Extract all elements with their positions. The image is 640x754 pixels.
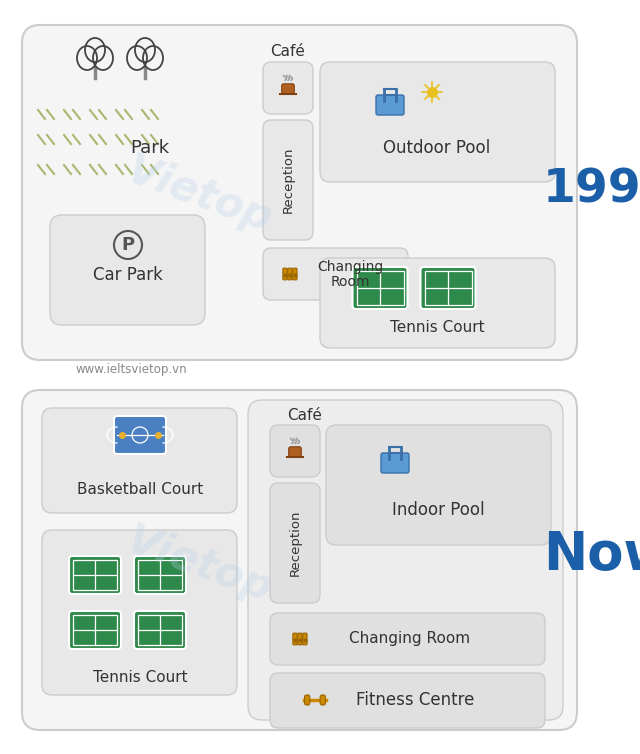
FancyBboxPatch shape	[134, 611, 186, 649]
Text: P: P	[122, 236, 134, 254]
Text: Café: Café	[271, 44, 305, 60]
FancyBboxPatch shape	[326, 425, 551, 545]
Bar	[356, 271, 403, 305]
Bar	[138, 560, 182, 590]
FancyBboxPatch shape	[298, 633, 302, 645]
Text: Car Park: Car Park	[93, 266, 163, 284]
FancyBboxPatch shape	[381, 453, 409, 473]
Bar	[73, 560, 117, 590]
FancyBboxPatch shape	[263, 248, 408, 300]
FancyBboxPatch shape	[289, 447, 301, 457]
FancyBboxPatch shape	[320, 258, 555, 348]
FancyBboxPatch shape	[305, 695, 310, 705]
FancyBboxPatch shape	[303, 633, 307, 645]
FancyBboxPatch shape	[69, 611, 121, 649]
FancyBboxPatch shape	[134, 556, 186, 594]
Bar	[138, 615, 182, 645]
FancyBboxPatch shape	[282, 84, 294, 93]
Text: Vietop: Vietop	[122, 520, 278, 611]
FancyBboxPatch shape	[270, 483, 320, 603]
Text: 1990: 1990	[542, 167, 640, 213]
Text: Fitness Centre: Fitness Centre	[356, 691, 474, 709]
FancyBboxPatch shape	[248, 400, 563, 720]
FancyBboxPatch shape	[270, 425, 320, 477]
FancyBboxPatch shape	[50, 215, 205, 325]
FancyBboxPatch shape	[270, 613, 545, 665]
Text: Café: Café	[287, 407, 323, 422]
Text: www.ieltsvietop.vn: www.ieltsvietop.vn	[75, 363, 187, 376]
FancyBboxPatch shape	[22, 25, 577, 360]
Text: Indoor Pool: Indoor Pool	[392, 501, 484, 519]
FancyBboxPatch shape	[263, 120, 313, 240]
FancyBboxPatch shape	[376, 95, 404, 115]
FancyBboxPatch shape	[292, 268, 297, 280]
FancyBboxPatch shape	[288, 268, 292, 280]
Text: Tennis Court: Tennis Court	[390, 320, 484, 336]
FancyBboxPatch shape	[42, 408, 237, 513]
Text: Changing Room: Changing Room	[349, 632, 470, 646]
FancyBboxPatch shape	[320, 695, 326, 705]
Text: Reception: Reception	[289, 510, 301, 576]
Text: Changing: Changing	[317, 260, 383, 274]
Text: Outdoor Pool: Outdoor Pool	[383, 139, 491, 157]
FancyBboxPatch shape	[420, 267, 476, 309]
Text: Basketball Court: Basketball Court	[77, 483, 203, 498]
Text: Room: Room	[330, 275, 370, 289]
Text: Vietop: Vietop	[122, 149, 278, 241]
Text: Now: Now	[543, 529, 640, 581]
Bar	[73, 615, 117, 645]
FancyBboxPatch shape	[263, 62, 313, 114]
FancyBboxPatch shape	[320, 62, 555, 182]
FancyBboxPatch shape	[283, 268, 287, 280]
FancyBboxPatch shape	[114, 416, 166, 454]
FancyBboxPatch shape	[353, 267, 408, 309]
FancyBboxPatch shape	[22, 390, 577, 730]
FancyBboxPatch shape	[293, 633, 297, 645]
Bar	[424, 271, 472, 305]
FancyBboxPatch shape	[270, 673, 545, 728]
FancyBboxPatch shape	[69, 556, 121, 594]
FancyBboxPatch shape	[42, 530, 237, 695]
Text: Park: Park	[131, 139, 170, 157]
Text: Reception: Reception	[282, 147, 294, 213]
Text: Tennis Court: Tennis Court	[93, 670, 188, 685]
